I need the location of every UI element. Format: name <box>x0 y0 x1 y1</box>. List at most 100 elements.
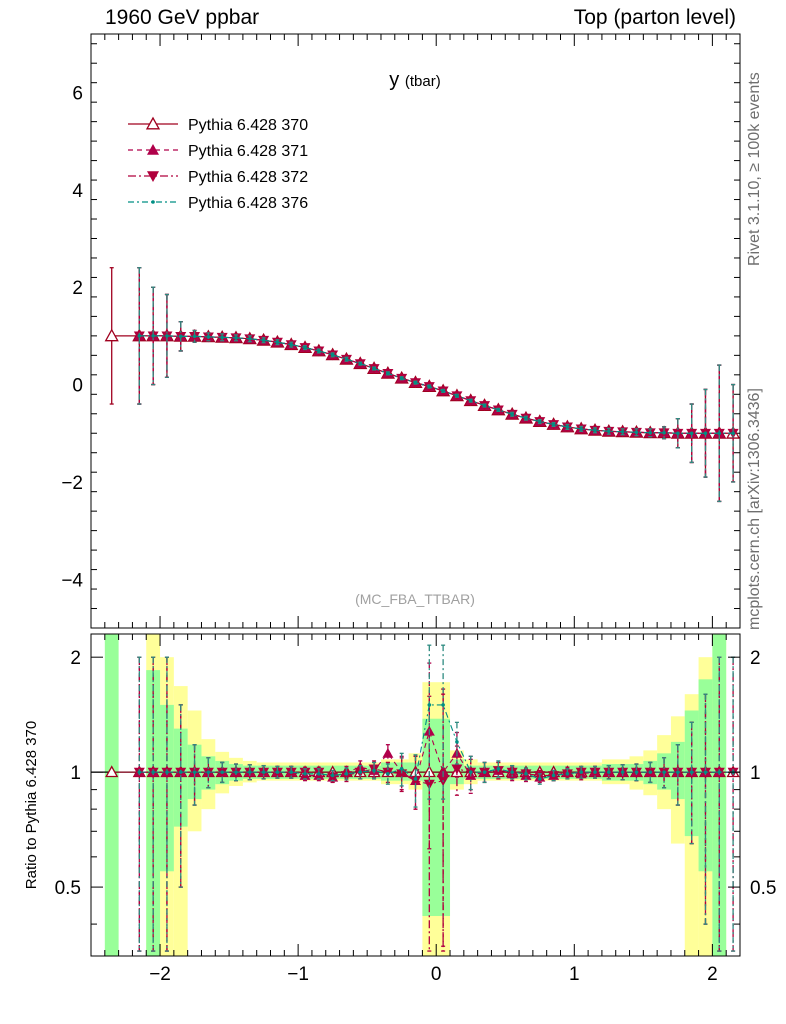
marker-dot <box>427 384 432 389</box>
marker-dot <box>703 431 708 436</box>
marker-dot <box>689 431 694 436</box>
marker-dot <box>537 777 542 781</box>
marker-dot <box>165 334 169 338</box>
marker-dot <box>676 770 680 774</box>
marker-dot <box>648 430 653 435</box>
marker-triangle-down <box>396 769 408 780</box>
main-series-4 <box>137 267 736 503</box>
marker-dot <box>662 430 666 435</box>
marker-dot <box>455 393 459 398</box>
marker-dot <box>620 429 625 434</box>
collision-label: 1960 GeV ppbar <box>105 6 260 29</box>
process-label: Top (parton level) <box>573 6 736 29</box>
marker-dot <box>358 770 363 774</box>
marker-dot <box>579 770 584 774</box>
y-tick-label: −2 <box>61 473 83 494</box>
ratio-tick-label-right: 2 <box>750 648 761 669</box>
marker-dot <box>206 335 211 339</box>
marker-dot <box>565 425 570 429</box>
marker-dot <box>137 334 142 338</box>
legend-entry-2: Pythia 6.428 371 <box>128 143 308 160</box>
chart-title-main: y <box>389 69 405 91</box>
marker-dot <box>220 335 224 340</box>
marker-dot <box>676 431 680 436</box>
chart-title: y (tbar) <box>389 69 440 91</box>
series-line <box>139 335 734 434</box>
marker-triangle-up <box>147 144 159 155</box>
marker-dot <box>537 419 542 424</box>
marker-dot <box>565 772 570 776</box>
marker-dot <box>482 770 487 774</box>
marker-dot <box>634 430 639 435</box>
marker-dot <box>358 361 363 366</box>
marker-dot <box>247 336 252 341</box>
main-plot-area <box>104 267 740 503</box>
marker-dot <box>482 403 487 408</box>
marker-dot <box>524 416 528 420</box>
marker-dot <box>220 770 224 774</box>
marker-dot <box>178 334 183 339</box>
ratio-tick-label-right: 1 <box>750 763 761 784</box>
marker-dot <box>689 770 694 774</box>
ratio-series-line <box>139 704 734 780</box>
marker-dot <box>192 770 197 774</box>
chart-title-sub: (tbar) <box>405 73 441 90</box>
marker-dot <box>192 334 197 339</box>
marker-dot <box>206 770 211 774</box>
marker-dot <box>607 770 611 774</box>
marker-dot <box>648 770 653 774</box>
x-tick-label: 1 <box>569 964 580 985</box>
marker-dot <box>468 770 473 774</box>
marker-dot <box>399 767 404 771</box>
marker-dot <box>372 768 376 773</box>
marker-dot <box>455 740 459 744</box>
y-tick-label: −4 <box>61 570 83 591</box>
x-tick-label: −2 <box>149 964 171 985</box>
series-line <box>139 335 734 434</box>
analysis-label: (MC_FBA_TTBAR) <box>355 591 475 607</box>
marker-dot <box>427 703 432 707</box>
marker-dot <box>662 770 666 774</box>
main-series-3 <box>133 267 739 503</box>
marker-dot <box>317 772 321 776</box>
marker-open-triangle <box>105 765 119 778</box>
marker-dot <box>275 770 280 774</box>
marker-triangle-up <box>382 747 394 758</box>
marker-dot <box>731 431 735 436</box>
marker-dot <box>386 371 390 376</box>
marker-dot <box>178 770 183 774</box>
marker-dot <box>234 336 238 340</box>
marker-dot <box>579 427 584 431</box>
marker-dot <box>151 334 155 338</box>
marker-dot <box>234 770 238 774</box>
marker-dot <box>165 770 169 774</box>
y-tick-label: 4 <box>72 181 83 202</box>
marker-triangle-down <box>410 776 421 787</box>
main-frame <box>90 33 741 629</box>
marker-open-triangle <box>145 116 161 130</box>
x-tick-label: 0 <box>431 964 442 985</box>
marker-dot <box>247 770 252 774</box>
marker-dot <box>413 777 418 781</box>
y-tick-label: 2 <box>72 278 83 299</box>
marker-dot <box>441 703 445 707</box>
marker-dot <box>344 772 349 776</box>
marker-dot <box>496 408 501 412</box>
ratio-frame <box>90 633 741 957</box>
ratio-tick-label-left: 2 <box>70 648 81 669</box>
marker-dot <box>593 770 597 774</box>
legend-label: Pythia 6.428 372 <box>188 169 308 186</box>
marker-dot <box>151 770 155 774</box>
marker-dot <box>289 770 294 774</box>
marker-triangle-down <box>423 779 435 790</box>
marker-triangle-down <box>451 764 463 775</box>
ratio-tick-label-right: 0.5 <box>750 878 776 899</box>
marker-dot <box>372 366 376 371</box>
legend-entry-4: Pythia 6.428 376 <box>128 195 308 212</box>
uncertainty-band-inner <box>104 634 119 956</box>
y-tick-label: 0 <box>72 376 83 397</box>
y-tick-label: 6 <box>72 83 83 104</box>
ratio-plot-area <box>91 634 740 956</box>
marker-dot <box>289 342 294 347</box>
